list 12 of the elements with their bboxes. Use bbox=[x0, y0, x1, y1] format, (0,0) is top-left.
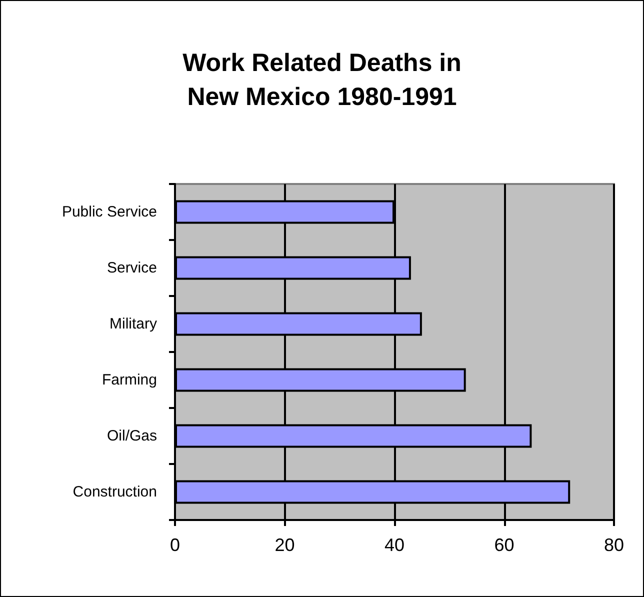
x-tick-label: 60 bbox=[494, 535, 514, 555]
x-tick-label: 80 bbox=[604, 535, 624, 555]
y-tick-label: Military bbox=[110, 316, 158, 332]
x-tick-label: 0 bbox=[170, 535, 180, 555]
y-tick-label: Oil/Gas bbox=[106, 428, 157, 444]
chart-title: Work Related Deaths in New Mexico 1980-1991 bbox=[182, 49, 462, 111]
y-tick-label: Service bbox=[106, 260, 157, 276]
y-tick-label: Farming bbox=[102, 372, 157, 388]
y-tick-label: Public Service bbox=[62, 204, 157, 220]
y-tick-label: Construction bbox=[72, 484, 157, 500]
x-tick-label: 20 bbox=[274, 535, 295, 555]
x-tick-label: 40 bbox=[384, 535, 405, 555]
